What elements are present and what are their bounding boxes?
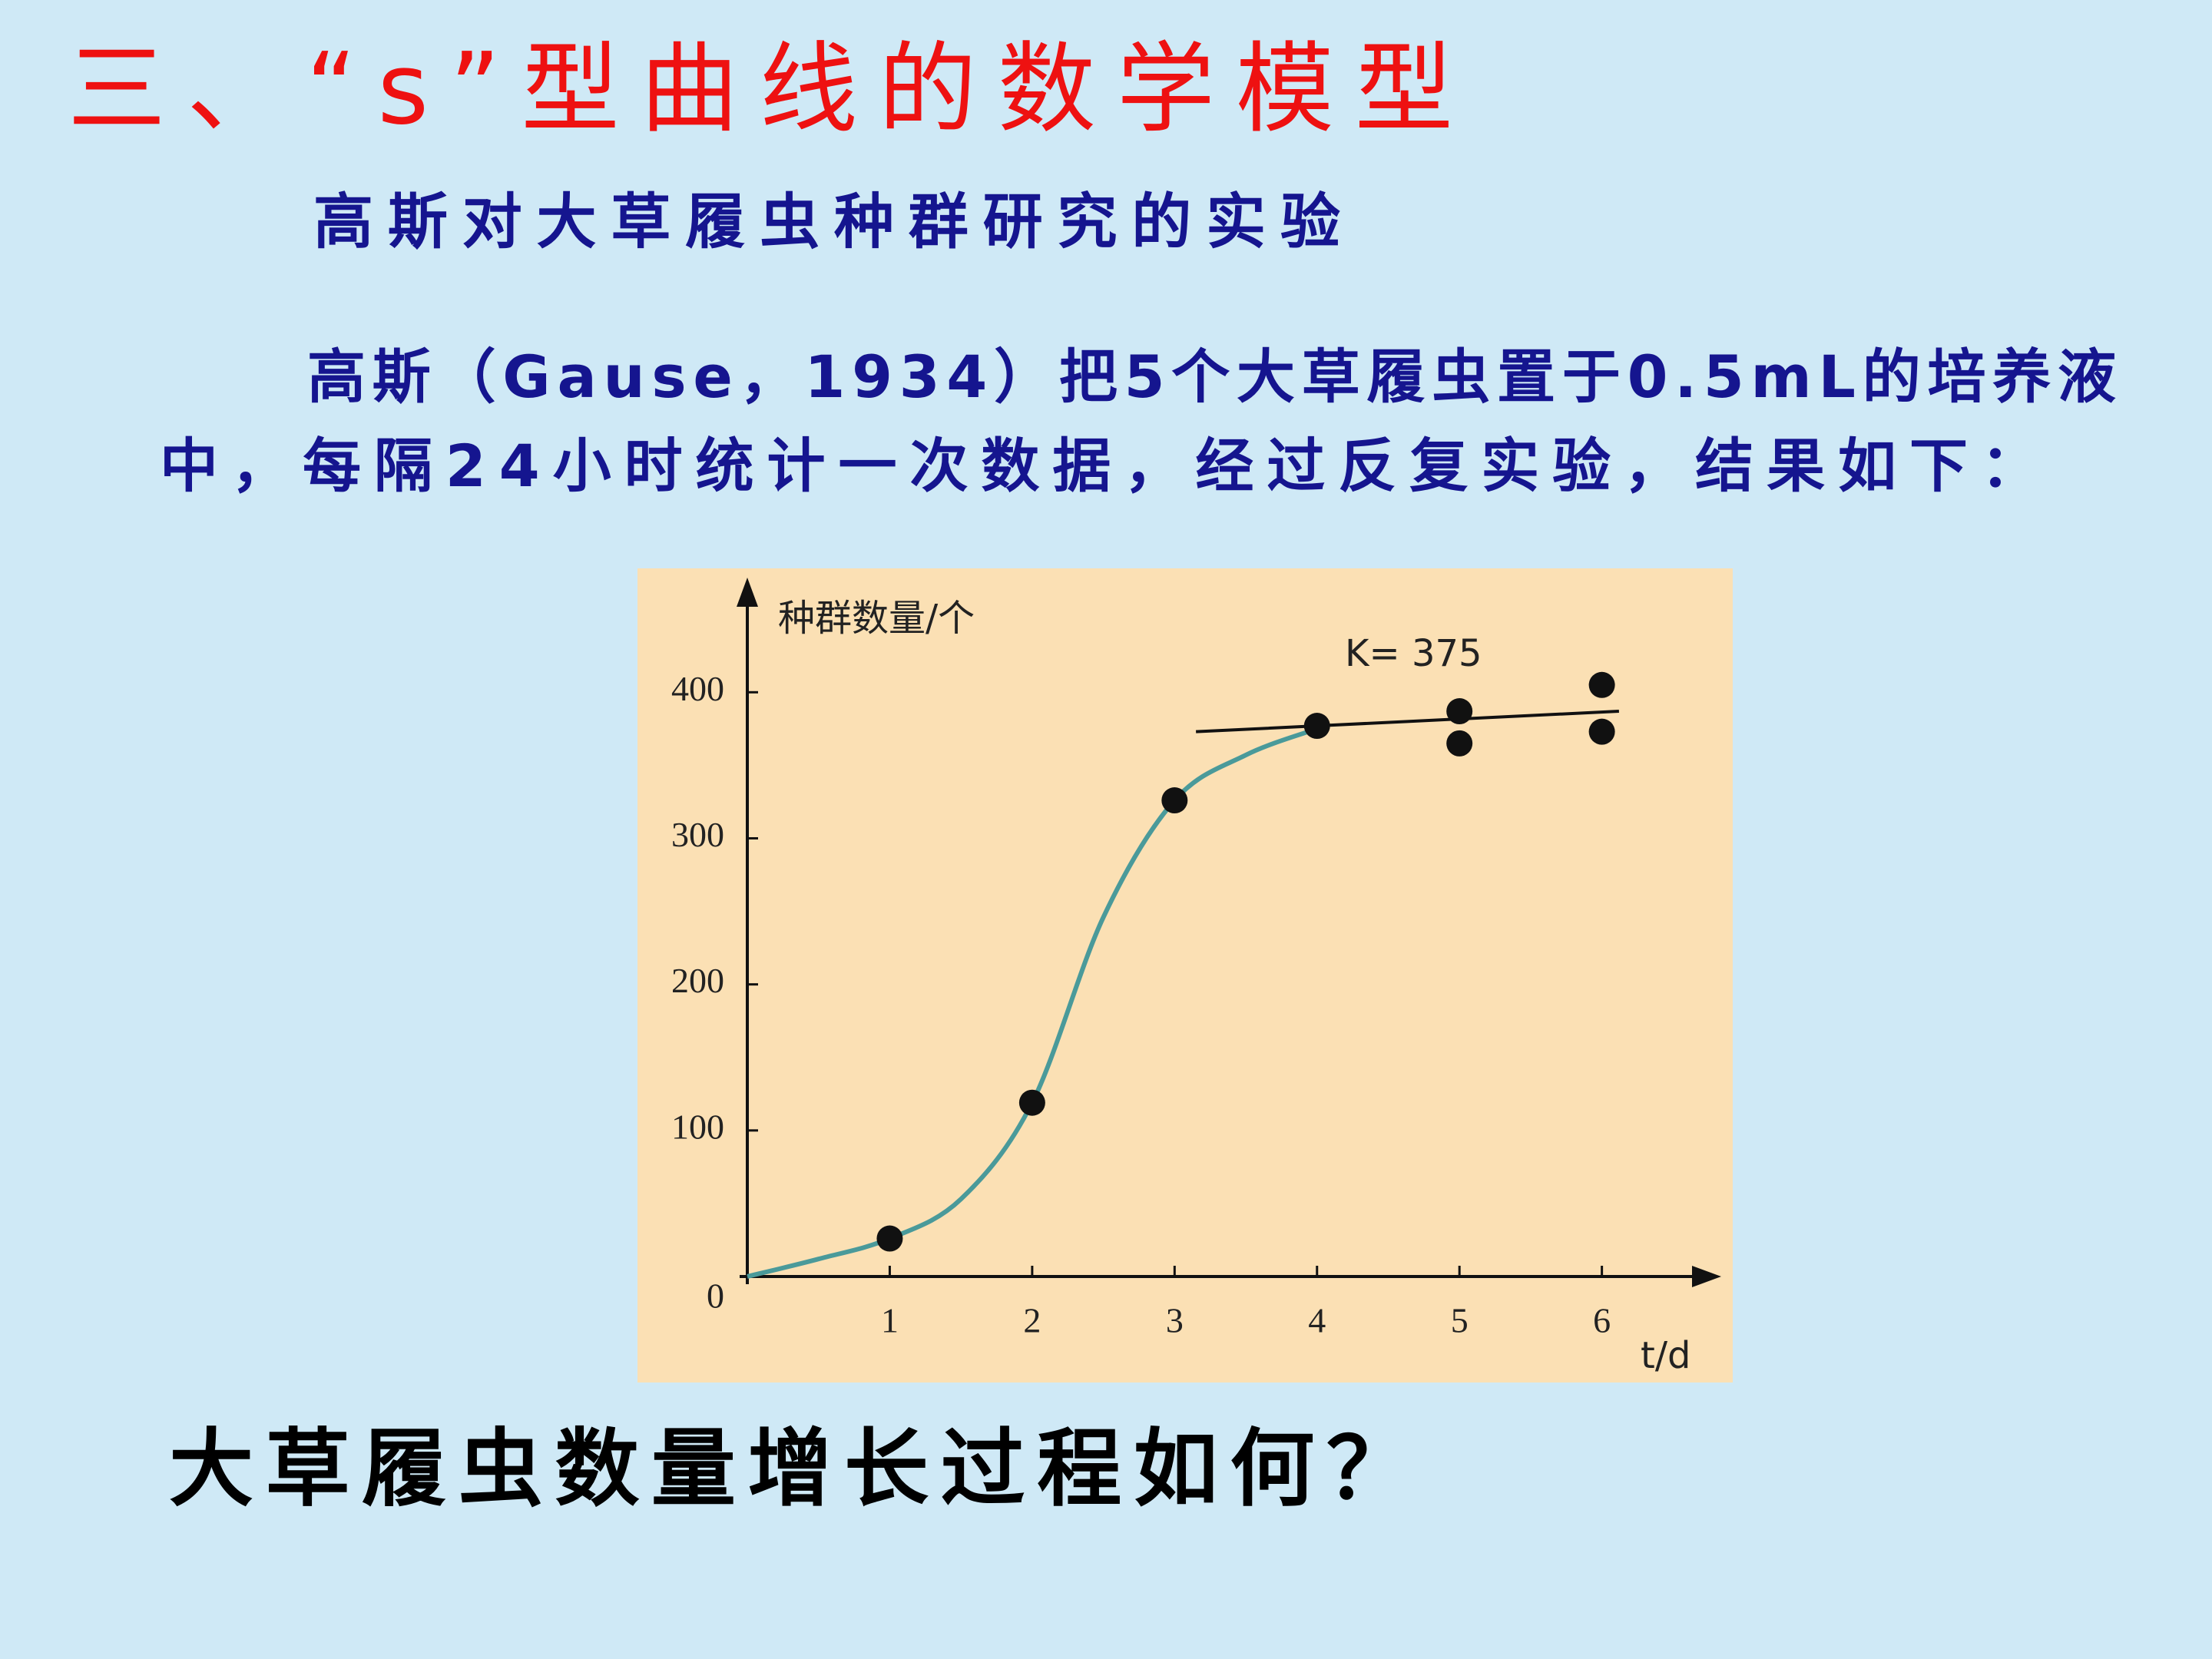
data-point <box>1161 787 1188 814</box>
chart: 0 100 200 300 400 1 2 3 4 5 6 种群数量/个 t/d K= 375 <box>671 578 1721 1377</box>
data-point <box>1446 730 1473 757</box>
x-tick-label: 3 <box>1166 1301 1184 1340</box>
subtitle: 高斯对大草履虫种群研究的实验 <box>313 187 1340 257</box>
axis-arrow <box>1692 1266 1721 1287</box>
x-tick-label: 6 <box>1593 1301 1611 1340</box>
paragraph-line: 高斯（Gause，1934）把5个大草履虫置于0.5mL的培养液 <box>307 343 2116 411</box>
data-point <box>1588 671 1615 698</box>
data-point <box>1018 1089 1045 1116</box>
y-tick-label: 200 <box>671 961 724 1000</box>
x-tick-label: 2 <box>1023 1301 1041 1340</box>
y-tick-label: 400 <box>671 669 724 708</box>
x-tick-label: 5 <box>1451 1301 1469 1340</box>
k-line <box>1196 710 1619 733</box>
fitted-curve <box>747 727 1318 1279</box>
y-tick-label: 0 <box>707 1277 724 1316</box>
y-tick-label: 100 <box>671 1107 724 1146</box>
axis-arrow <box>737 578 758 607</box>
data-point <box>1446 698 1473 725</box>
data-point <box>1588 718 1615 745</box>
chart-background <box>637 568 1733 1382</box>
slide-title: 三、“s”型曲线的数学模型 <box>68 32 1453 147</box>
x-axis-label: t/d <box>1641 1334 1690 1377</box>
y-axis-label: 种群数量/个 <box>778 597 975 640</box>
data-point <box>1303 713 1330 740</box>
y-tick-label: 300 <box>671 815 724 854</box>
x-tick-label: 4 <box>1308 1301 1326 1340</box>
annotation: K= 375 <box>1345 632 1482 675</box>
question: 大草履虫数量增长过程如何？ <box>169 1419 1411 1518</box>
data-point <box>876 1225 903 1252</box>
paragraph-line: 中，每隔24小时统计一次数据，经过反复实验，结果如下： <box>160 432 2039 500</box>
x-tick-label: 1 <box>881 1301 899 1340</box>
